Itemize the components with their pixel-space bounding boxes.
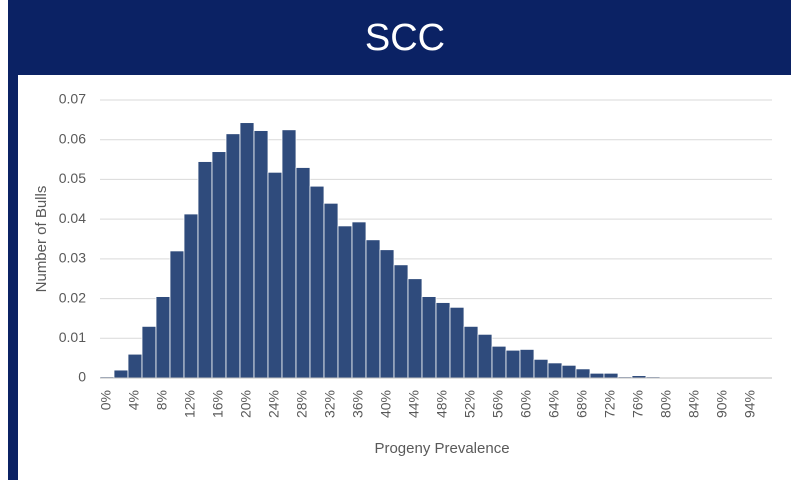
x-tick-label: 90% [714, 390, 730, 418]
bar [561, 364, 577, 379]
y-tick-label: 0 [78, 369, 86, 385]
x-tick-label: 94% [742, 390, 758, 418]
x-tick-label: 0% [98, 390, 114, 410]
bar [113, 369, 129, 379]
bar [589, 372, 605, 379]
bar [547, 362, 563, 379]
x-tick-label: 8% [154, 390, 170, 410]
bar [281, 129, 297, 379]
x-tick-label: 12% [182, 390, 198, 418]
x-tick-label: 44% [406, 390, 422, 418]
bar [575, 368, 591, 379]
y-tick-label: 0.03 [59, 250, 86, 266]
bar [225, 133, 241, 379]
bar [141, 325, 157, 379]
header-band [8, 0, 791, 75]
y-tick-label: 0.06 [59, 130, 86, 146]
x-tick-label: 48% [434, 390, 450, 418]
bar [477, 333, 493, 379]
bar [533, 358, 549, 379]
x-axis-label: Progeny Prevalence [374, 440, 509, 457]
bar [183, 213, 199, 379]
chart-title: SCC [365, 17, 445, 59]
x-tick-label: 28% [294, 390, 310, 418]
bar [211, 151, 227, 379]
bar [351, 221, 367, 379]
y-tick-label: 0.07 [59, 91, 86, 107]
y-tick-label: 0.05 [59, 170, 86, 186]
x-tick-label: 56% [490, 390, 506, 418]
bar [365, 239, 381, 379]
x-tick-label: 76% [630, 390, 646, 418]
bar [435, 302, 451, 379]
bar [253, 130, 269, 379]
x-tick-label: 20% [238, 390, 254, 418]
x-tick-label: 36% [350, 390, 366, 418]
x-tick-label: 24% [266, 390, 282, 418]
x-tick-label: 68% [574, 390, 590, 418]
bar [421, 296, 437, 379]
bar [463, 325, 479, 379]
y-tick-label: 0.01 [59, 329, 86, 345]
bar [379, 249, 395, 379]
y-axis-label: Number of Bulls [33, 186, 50, 293]
x-tick-label: 16% [210, 390, 226, 418]
bar [239, 122, 255, 379]
x-tick-label: 4% [126, 390, 142, 410]
bar [449, 306, 465, 379]
y-tick-label: 0.02 [59, 289, 86, 305]
bar [603, 372, 619, 379]
x-tick-label: 64% [546, 390, 562, 418]
y-tick-label: 0.04 [59, 210, 86, 226]
x-tick-label: 72% [602, 390, 618, 418]
bar [169, 250, 185, 379]
bar [295, 167, 311, 379]
bar [337, 225, 353, 379]
bar [127, 353, 143, 379]
x-tick-label: 52% [462, 390, 478, 418]
x-tick-label: 60% [518, 390, 534, 418]
bar [323, 202, 339, 379]
bar [267, 171, 283, 379]
bar [491, 345, 507, 379]
x-tick-label: 32% [322, 390, 338, 418]
bar [155, 296, 171, 379]
left-border [8, 75, 18, 480]
bar [393, 264, 409, 379]
x-tick-label: 40% [378, 390, 394, 418]
bar [519, 349, 535, 379]
bar [407, 278, 423, 379]
x-tick-label: 84% [686, 390, 702, 418]
bar [197, 161, 213, 379]
bar [309, 185, 325, 379]
x-tick-label: 80% [658, 390, 674, 418]
bar [505, 349, 521, 379]
